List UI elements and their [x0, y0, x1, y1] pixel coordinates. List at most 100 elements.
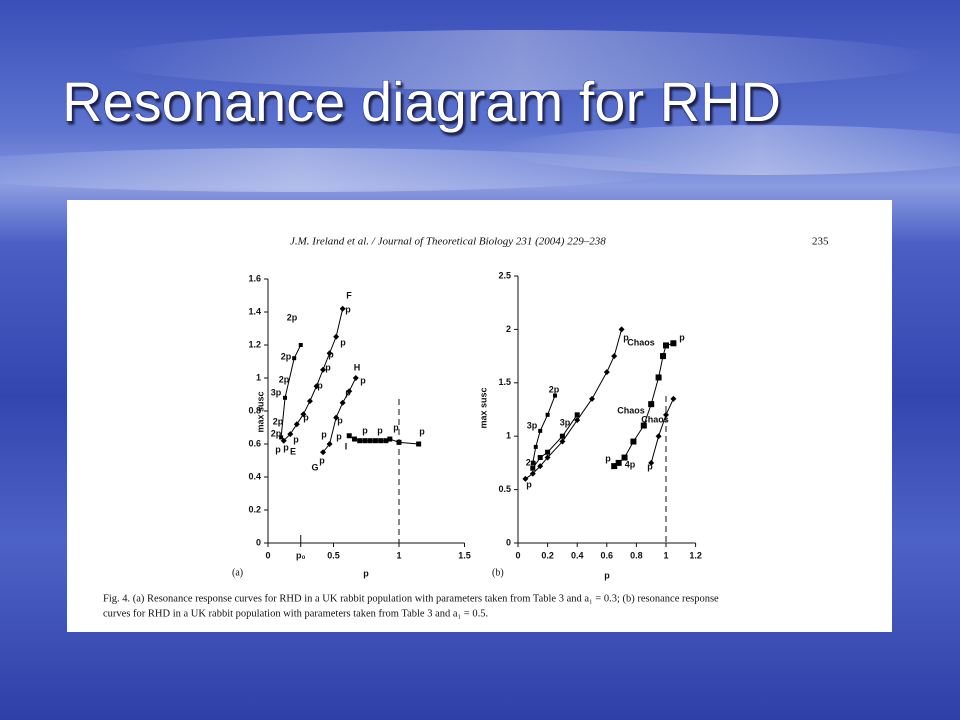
- y-tick-label: 1: [256, 372, 261, 382]
- diamond-marker: [306, 398, 313, 405]
- diamond-marker: [326, 441, 333, 447]
- annotation: p: [526, 479, 532, 489]
- diamond-marker: [559, 438, 566, 445]
- square-marker: [660, 353, 667, 360]
- annotation: 2p: [271, 428, 282, 438]
- square-marker: [362, 438, 368, 444]
- annotation: p: [393, 422, 399, 432]
- series-line: [650, 398, 674, 464]
- x-tick-label: 1.2: [689, 550, 702, 560]
- diamond-marker: [339, 399, 346, 406]
- annotation: p: [362, 425, 368, 435]
- x-tick-label: 0.6: [601, 550, 614, 560]
- y-tick-label: 1.4: [248, 306, 261, 316]
- square-marker: [545, 412, 550, 417]
- diamond-marker: [326, 350, 333, 357]
- annotation: F: [346, 290, 352, 300]
- cloud: [0, 148, 680, 192]
- diamond-marker: [537, 463, 544, 470]
- diamond-marker: [670, 395, 677, 402]
- square-marker: [530, 465, 536, 471]
- annotation: 2p: [273, 416, 284, 426]
- y-tick-label: 0.4: [248, 471, 261, 481]
- square-marker: [372, 438, 378, 444]
- square-marker: [621, 454, 628, 461]
- diamond-marker: [611, 353, 618, 360]
- square-marker: [396, 439, 402, 445]
- annotation: Chaos: [641, 414, 669, 424]
- y-tick-label: 0: [256, 537, 261, 547]
- x-tick-label: 1.5: [458, 550, 471, 560]
- square-marker: [574, 412, 580, 418]
- y-tick-label: 1.2: [248, 339, 261, 349]
- diamond-marker: [339, 305, 346, 312]
- series-line: [280, 344, 302, 438]
- diamond-marker: [333, 333, 340, 340]
- annotation: 2p: [287, 312, 298, 322]
- diamond-marker: [618, 326, 625, 333]
- square-marker: [615, 459, 622, 466]
- diamond-marker: [352, 375, 359, 381]
- square-marker: [367, 438, 373, 444]
- x-axis-label: p: [363, 568, 369, 578]
- diamond-marker: [346, 388, 353, 395]
- annotation: I: [345, 441, 348, 451]
- caption-line: Fig. 4. (a) Resonance response curves fo…: [103, 593, 719, 604]
- square-marker: [545, 449, 551, 455]
- annotation: p: [319, 455, 325, 465]
- y-tick-label: 0.8: [248, 405, 261, 415]
- diamond-marker: [648, 459, 655, 466]
- square-marker: [611, 463, 618, 470]
- diamond-marker: [300, 411, 307, 418]
- figure-scan: [67, 200, 892, 632]
- annotation: Chaos: [617, 405, 645, 415]
- annotation: 2p: [526, 457, 537, 467]
- annotation: p: [647, 461, 653, 471]
- square-marker: [416, 441, 422, 447]
- diamond-marker: [544, 454, 551, 461]
- square-marker: [530, 460, 535, 465]
- annotation: Chaos: [627, 337, 655, 347]
- square-marker: [387, 436, 393, 442]
- square-marker: [553, 393, 557, 398]
- square-marker: [298, 343, 303, 347]
- square-marker: [537, 455, 543, 461]
- x-tick-label: 0.2: [541, 550, 554, 560]
- y-tick-label: 0.5: [498, 484, 511, 494]
- annotation: 2p: [279, 374, 290, 384]
- square-marker: [292, 356, 297, 361]
- y-tick-label: 2: [506, 324, 511, 334]
- y-tick-label: 0.6: [248, 438, 261, 448]
- annotation: p: [328, 349, 334, 359]
- annotation: p: [340, 337, 346, 347]
- diamond-marker: [663, 411, 669, 418]
- square-marker: [663, 342, 669, 349]
- square-marker: [538, 428, 543, 433]
- slide-title: Resonance diagram for RHD: [62, 70, 781, 133]
- y-axis-label: max susc: [478, 387, 488, 428]
- annotation: p: [623, 332, 629, 342]
- square-marker: [357, 438, 363, 444]
- annotation: 3p: [527, 420, 538, 430]
- diamond-marker: [287, 431, 294, 438]
- x-tick-label: 1: [663, 550, 668, 560]
- x-tick-label: p₀: [296, 550, 306, 560]
- annotation: p: [419, 426, 425, 436]
- square-marker: [378, 438, 384, 444]
- y-axis-label: max susc: [255, 391, 265, 432]
- square-marker: [655, 374, 662, 381]
- cloud: [500, 125, 960, 175]
- square-marker: [346, 433, 352, 439]
- diamond-marker: [574, 417, 581, 424]
- square-marker: [640, 422, 647, 429]
- panel-label: (a): [232, 567, 243, 578]
- annotation: p: [317, 380, 323, 390]
- caption-line: curves for RHD in a UK rabbit population…: [103, 608, 488, 619]
- x-tick-label: 0.5: [327, 550, 340, 560]
- annotation: 4p: [625, 459, 636, 469]
- y-tick-label: 1.6: [248, 273, 261, 283]
- y-tick-label: 0: [506, 537, 511, 547]
- diamond-marker: [320, 449, 327, 456]
- square-marker: [279, 435, 284, 440]
